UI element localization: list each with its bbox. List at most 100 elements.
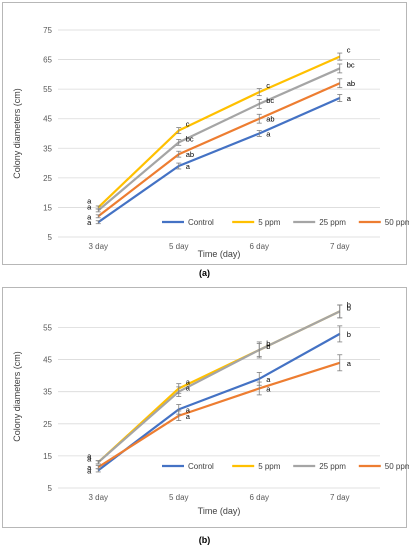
chart-panel-b: 5 15 25 35 45 55 3 day 5 day 6 day 7 day Time (day… [0, 283, 409, 550]
error-bar [176, 386, 182, 397]
significance-letter: a [186, 162, 191, 171]
chart-frame [2, 287, 407, 528]
x-tick-label: 3 day [88, 493, 108, 502]
error-bar [176, 162, 182, 170]
series-line [97, 82, 341, 218]
error-bar [337, 325, 343, 343]
y-tick-label: 15 [43, 203, 52, 212]
series-line [97, 361, 341, 469]
series-line [97, 310, 341, 464]
significance-letter: a [266, 384, 271, 393]
error-bar [337, 78, 343, 89]
error-bar [337, 94, 343, 102]
error-bar [256, 381, 262, 396]
error-bar [95, 214, 101, 219]
error-bar [95, 465, 101, 470]
y-tick-label: 5 [48, 484, 53, 493]
error-bar [256, 130, 262, 137]
error-bar [337, 52, 343, 61]
significance-letter: a [186, 377, 191, 386]
series-line [97, 55, 341, 209]
significance-letter: b [347, 330, 351, 339]
error-bar [337, 63, 343, 74]
significance-letter: bc [186, 134, 194, 143]
x-axis-label: Time (day) [198, 249, 241, 259]
significance-letter: a [87, 202, 92, 211]
significance-letter: a [87, 466, 92, 475]
legend-label: Control [188, 218, 214, 227]
y-tick-label: 25 [43, 174, 52, 183]
y-axis-label: Colony diameters (cm) [12, 88, 22, 179]
significance-letter: c [186, 120, 190, 129]
significance-letter: a [347, 359, 352, 368]
significance-letter: ab [266, 115, 274, 124]
legend-label: 25 ppm [319, 218, 346, 227]
series-line [97, 310, 341, 464]
significance-letter: ab [347, 79, 355, 88]
x-tick-label: 6 day [249, 493, 269, 502]
significance-letter: a [87, 218, 92, 227]
y-tick-label: 25 [43, 420, 52, 429]
significance-letter: bc [266, 96, 274, 105]
y-tick-label: 55 [43, 85, 52, 94]
significance-letter: c [347, 46, 351, 55]
chart-frame [2, 2, 407, 265]
significance-letter: b [266, 339, 270, 348]
error-bar [256, 99, 262, 109]
x-tick-label: 5 day [169, 493, 189, 502]
significance-letter: b [266, 342, 270, 351]
error-bar [176, 150, 182, 158]
significance-letter: ab [186, 150, 194, 159]
significance-letter: a [87, 212, 92, 221]
legend: Control 5 ppm 25 ppm 50 ppm [162, 462, 409, 471]
series-line [97, 332, 341, 472]
significance-letter: a [87, 463, 92, 472]
error-bar [176, 410, 182, 421]
y-tick-label: 45 [43, 356, 52, 365]
significance-letter: c [266, 81, 270, 90]
legend-label: 5 ppm [258, 218, 281, 227]
x-axis-label: Time (day) [198, 506, 241, 516]
significance-letter: a [186, 405, 191, 414]
error-bar [256, 113, 262, 124]
legend-label: 5 ppm [258, 462, 281, 471]
series-line [97, 67, 341, 212]
error-bar [95, 208, 101, 213]
significance-letter: b [347, 303, 351, 312]
y-tick-label: 35 [43, 144, 52, 153]
y-tick-label: 45 [43, 115, 52, 124]
y-tick-label: 75 [43, 26, 52, 35]
significance-letter: a [87, 454, 92, 463]
significance-letter: a [87, 196, 92, 205]
y-tick-label: 65 [43, 56, 52, 65]
legend: Control 5 ppm 25 ppm 50 ppm [162, 218, 409, 227]
significance-letter: a [87, 451, 92, 460]
error-bar [337, 354, 343, 372]
significance-letter: a [266, 130, 271, 139]
y-axis-label: Colony diameters (cm) [12, 351, 22, 442]
significance-letter: b [347, 300, 351, 309]
error-bar [95, 460, 101, 465]
panel-caption-b: (b) [198, 535, 211, 545]
y-tick-label: 5 [48, 233, 53, 242]
error-bar [256, 341, 262, 359]
legend-label: Control [188, 462, 214, 471]
x-tick-label: 7 day [330, 493, 350, 502]
x-tick-label: 5 day [169, 242, 189, 251]
chart-panel-a: 5 15 25 35 45 55 65 75 3 day 5 day 6 day 7 day Time … [2, 2, 409, 278]
x-tick-label: 3 day [88, 242, 108, 251]
error-bar [95, 220, 101, 225]
line-chart-b: 5 15 25 35 45 55 3 day 5 day 6 day 7 day Time (day… [12, 300, 409, 516]
legend-label: 25 ppm [319, 462, 346, 471]
legend-label: 50 ppm [385, 218, 409, 227]
y-tick-label: 15 [43, 452, 52, 461]
y-tick-label: 35 [43, 388, 52, 397]
error-bar [176, 139, 182, 146]
significance-letter: a [266, 375, 271, 384]
x-tick-label: 6 day [249, 242, 269, 251]
error-bar [256, 88, 262, 97]
error-bar [176, 127, 182, 134]
significance-letter: a [347, 94, 352, 103]
legend-label: 50 ppm [385, 462, 409, 471]
significance-letter: bc [347, 60, 355, 69]
